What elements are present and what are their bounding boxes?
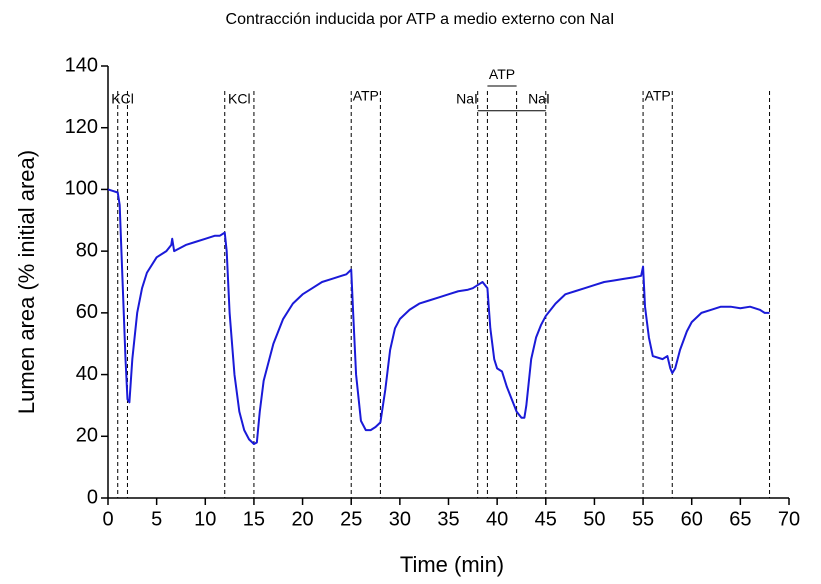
y-tick-label: 60	[76, 301, 98, 323]
x-tick-label: 0	[102, 508, 113, 530]
x-tick-label: 15	[243, 508, 265, 530]
y-tick-label: 40	[76, 363, 98, 385]
x-axis-label: Time (min)	[400, 552, 504, 577]
x-tick-label: 40	[486, 508, 508, 530]
annotation: ATP	[645, 88, 671, 104]
y-tick-label: 140	[65, 54, 98, 76]
x-tick-label: 35	[437, 508, 459, 530]
annotation: ATP	[489, 66, 515, 82]
x-tick-label: 10	[194, 508, 216, 530]
x-tick-label: 55	[632, 508, 654, 530]
x-tick-label: 65	[729, 508, 751, 530]
x-tick-label: 50	[583, 508, 605, 530]
y-tick-label: 80	[76, 239, 98, 261]
x-tick-label: 25	[340, 508, 362, 530]
annotation: NaI	[456, 91, 478, 107]
x-tick-label: 5	[151, 508, 162, 530]
y-tick-label: 120	[65, 116, 98, 138]
y-tick-label: 20	[76, 425, 98, 447]
x-tick-label: 60	[681, 508, 703, 530]
x-tick-label: 20	[291, 508, 313, 530]
annotation: KCl	[111, 91, 134, 107]
annotation: NaI	[528, 91, 550, 107]
x-tick-label: 30	[389, 508, 411, 530]
annotation: KCl	[228, 91, 251, 107]
annotation: ATP	[353, 88, 379, 104]
data-line	[107, 188, 770, 445]
y-axis-label: Lumen area (% initial area)	[14, 150, 39, 414]
x-tick-label: 70	[778, 508, 800, 530]
y-tick-label: 0	[87, 486, 98, 508]
y-tick-label: 100	[65, 178, 98, 200]
chart-title: Contracción inducida por ATP a medio ext…	[226, 11, 615, 28]
x-tick-label: 45	[535, 508, 557, 530]
